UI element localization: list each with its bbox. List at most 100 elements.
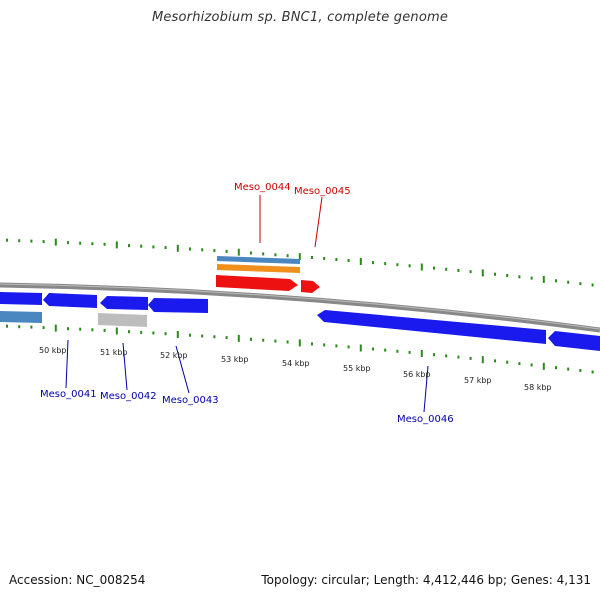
outer-tick: [457, 269, 460, 272]
inner-tick: [298, 339, 301, 347]
gene-label-meso-0045[interactable]: Meso_0045: [294, 186, 351, 197]
outer-tick: [298, 253, 301, 261]
gene-label-meso-0041[interactable]: Meso_0041: [40, 389, 97, 400]
inner-tick: [433, 353, 435, 357]
inner-tick: [420, 350, 423, 357]
gene-bar-left[interactable]: [0, 311, 42, 323]
cds-arrow[interactable]: [43, 293, 97, 308]
inner-tick: [347, 345, 350, 349]
outer-tick: [347, 259, 350, 262]
outer-tick-marks: [6, 238, 594, 287]
inner-tick: [445, 354, 448, 358]
inner-tick: [408, 350, 411, 354]
inner-tick: [567, 367, 570, 371]
inner-tick: [542, 362, 545, 370]
outer-tick: [530, 276, 533, 280]
inner-tick: [164, 332, 167, 336]
map-title: Mesorhizobium sp. BNC1, complete genome: [151, 10, 449, 25]
cds-arrow[interactable]: [548, 331, 600, 351]
inner-tick: [6, 324, 8, 328]
outer-tick: [42, 240, 45, 244]
scale-label: 58 kbp: [524, 383, 552, 392]
outer-tick: [335, 258, 338, 261]
inner-tick: [494, 359, 496, 363]
inner-tick: [128, 330, 130, 334]
outer-tick: [469, 270, 472, 274]
leader-lines: [65, 195, 429, 413]
outer-tick: [79, 241, 82, 245]
outer-tick: [115, 241, 118, 249]
gene-label-meso-0043[interactable]: Meso_0043: [162, 395, 219, 406]
inner-tick: [481, 356, 484, 364]
inner-tick: [506, 360, 509, 364]
inner-tick: [469, 356, 472, 360]
outer-tick: [140, 244, 143, 248]
outer-tick: [518, 275, 521, 279]
cds-arrow-meso-0046[interactable]: [317, 310, 546, 344]
outer-tick: [213, 249, 216, 253]
outer-tick: [250, 251, 252, 255]
outer-tick: [372, 261, 374, 265]
genome-summary-text: Topology: circular; Length: 4,412,446 bp…: [261, 573, 591, 587]
inner-tick: [213, 335, 216, 339]
inner-tick: [262, 338, 265, 342]
gene-bar-orange[interactable]: [217, 264, 300, 273]
outer-tick: [18, 239, 21, 243]
inner-tick: [42, 326, 45, 330]
gene-bar-blue[interactable]: [217, 256, 300, 264]
red-cds-meso-0045[interactable]: [301, 280, 320, 293]
outer-tick: [6, 238, 8, 242]
outer-tick: [542, 275, 545, 283]
outer-tick: [30, 239, 33, 243]
outer-tick: [555, 279, 557, 283]
outer-tick: [128, 244, 130, 248]
cds-arrow[interactable]: [100, 296, 148, 310]
outer-tick: [67, 241, 69, 245]
outer-tick: [54, 238, 57, 246]
outer-tick: [103, 242, 106, 246]
outer-tick: [237, 248, 240, 256]
inner-tick: [140, 330, 143, 334]
outer-tick: [567, 280, 570, 284]
genome-backbone: [0, 282, 600, 333]
outer-tick: [408, 264, 411, 268]
outer-tick: [262, 252, 265, 256]
gene-label-meso-0042[interactable]: Meso_0042: [100, 391, 157, 402]
outer-tick: [274, 253, 277, 257]
outer-tick: [91, 242, 94, 246]
outer-tick: [481, 269, 484, 277]
inner-tick: [335, 344, 338, 348]
inner-tick: [384, 348, 387, 352]
inner-tick: [457, 355, 460, 359]
scale-labels: 50 kbp 51 kbp 52 kbp 53 kbp 54 kbp 55 kb…: [39, 346, 552, 392]
inner-tick: [372, 347, 374, 351]
inner-tick: [555, 366, 557, 370]
inner-tick: [250, 337, 252, 341]
inner-tick: [91, 328, 94, 332]
inner-tick: [359, 344, 362, 352]
scale-label: 51 kbp: [100, 348, 128, 357]
inner-tick-marks: [6, 324, 594, 374]
outer-tick: [323, 257, 326, 260]
cds-arrow[interactable]: [0, 292, 42, 305]
inner-tick: [201, 334, 204, 338]
cds-arrow[interactable]: [148, 298, 208, 313]
outer-tick: [286, 254, 289, 258]
outer-tick: [506, 274, 509, 277]
scale-label: 53 kbp: [221, 355, 249, 364]
inner-tick: [286, 340, 289, 344]
red-cds-meso-0044[interactable]: [216, 275, 298, 291]
gene-label-meso-0044[interactable]: Meso_0044: [234, 182, 291, 193]
outer-tick: [433, 266, 435, 270]
gene-bar-grey[interactable]: [98, 313, 147, 327]
gene-label-meso-0046[interactable]: Meso_0046: [397, 414, 454, 425]
inner-tick: [274, 339, 277, 343]
outer-tick: [384, 262, 387, 266]
inner-tick: [176, 331, 179, 338]
gene-labels: Meso_0044 Meso_0045 Meso_0041 Meso_0042 …: [40, 182, 454, 425]
outer-tick: [152, 245, 155, 249]
scale-label: 56 kbp: [403, 370, 431, 379]
inner-tick: [579, 369, 582, 372]
outer-tick: [445, 267, 448, 271]
